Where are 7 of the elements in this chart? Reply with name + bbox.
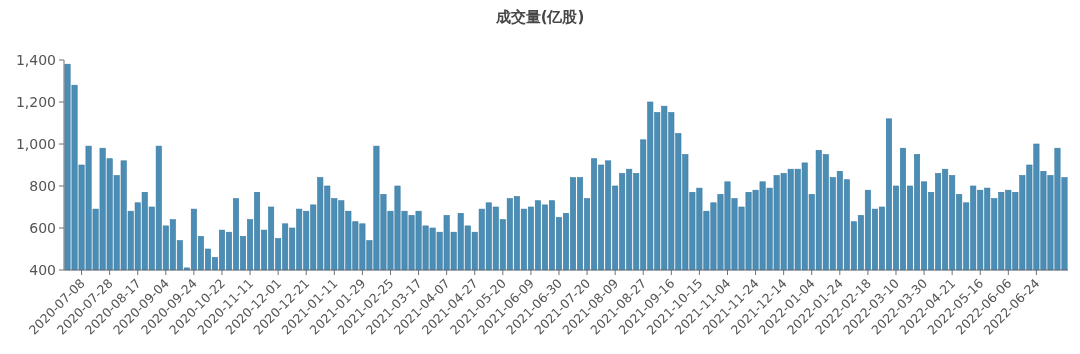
y-tick-label: 400 bbox=[29, 262, 56, 278]
y-tick-label: 800 bbox=[29, 178, 56, 194]
y-tick-label: 1,000 bbox=[15, 136, 56, 152]
y-tick-label: 1,400 bbox=[15, 52, 56, 68]
chart-title: 成交量(亿股) bbox=[494, 8, 585, 26]
y-tick-label: 1,200 bbox=[15, 94, 56, 110]
y-tick-label: 600 bbox=[29, 220, 56, 236]
